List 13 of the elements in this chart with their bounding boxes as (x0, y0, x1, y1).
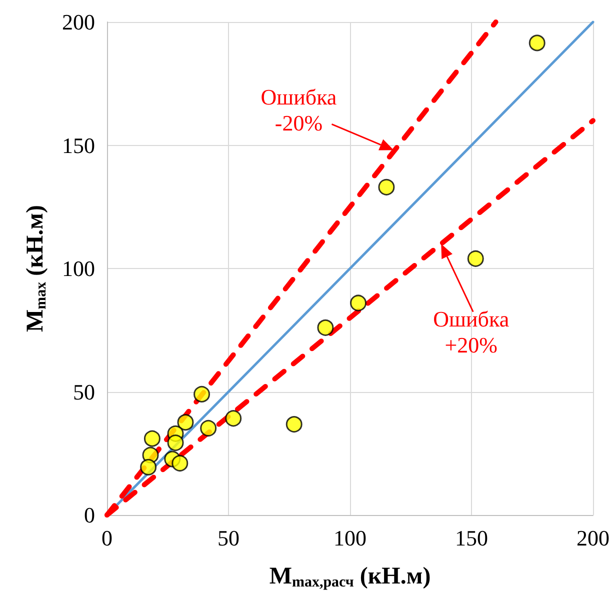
y-axis-title: Mmax (кН.м) (22, 205, 50, 332)
y-tick-label: 0 (84, 502, 95, 528)
x-tick-label: 100 (334, 526, 366, 550)
annotation: Ошибка -20% (260, 84, 337, 136)
y-tick-label: 50 (73, 379, 95, 404)
x-tick-label: 200 (576, 526, 610, 550)
annotation: Ошибка +20% (433, 306, 510, 358)
y-tick-label: 200 (62, 10, 95, 34)
x-tick-label: 150 (455, 526, 488, 550)
x-tick-label: 0 (102, 526, 112, 550)
y-tick-label: 100 (62, 256, 95, 281)
y-tick-label: 150 (62, 132, 95, 158)
x-tick-label: 50 (218, 526, 240, 550)
